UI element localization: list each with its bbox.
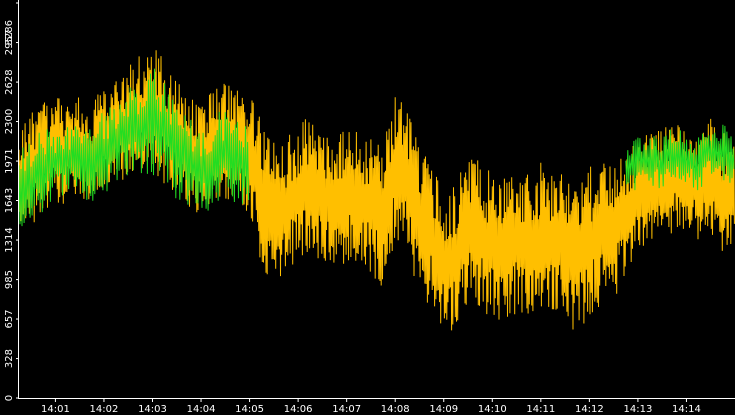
y-tick-label: 2300: [4, 109, 15, 134]
x-tick-label: 14:13: [624, 404, 653, 415]
y-tick-label: 328: [4, 349, 15, 368]
series-2-line: [625, 124, 735, 191]
x-tick-label: 14:02: [90, 404, 119, 415]
y-tick-label: 1971: [4, 148, 15, 173]
y-tick-label: 2957: [4, 30, 15, 55]
x-tick-label: 14:11: [526, 404, 555, 415]
y-tick-label: 0: [4, 395, 15, 401]
series-2-line: [18, 68, 250, 227]
y-tick-label: 985: [4, 270, 15, 289]
x-tick-label: 14:14: [672, 404, 701, 415]
x-tick-label: 14:12: [575, 404, 604, 415]
x-tick-label: 14:06: [284, 404, 313, 415]
y-tick-label: 3286: [4, 20, 15, 45]
x-tick-labels: 14:01 14:02 14:03 14:04 14:05 14:06 14:07 14:08…: [41, 398, 701, 415]
x-tick-label: 14:07: [332, 404, 361, 415]
x-tick-label: 14:09: [429, 404, 458, 415]
y-tick-label: 2628: [4, 69, 15, 94]
x-tick-label: 14:03: [138, 404, 167, 415]
x-tick-label: 14:04: [187, 404, 216, 415]
axis-layer: [18, 0, 735, 399]
y-tick-label: 1314: [4, 227, 15, 252]
x-tick-label: 14:05: [235, 404, 264, 415]
x-tick-label: 14:01: [41, 404, 70, 415]
series-layer: [18, 50, 735, 331]
x-tick-label: 14:10: [478, 404, 507, 415]
x-tick-label: 14:08: [381, 404, 410, 415]
y-tick-label: 1643: [4, 188, 15, 213]
y-tick-label: 657: [4, 309, 15, 328]
